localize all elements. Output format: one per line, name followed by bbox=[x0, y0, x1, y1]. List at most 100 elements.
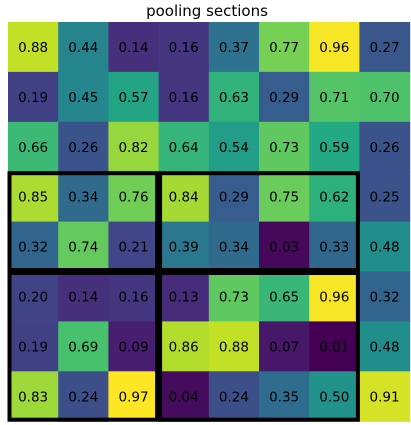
cell-value-r7-c6: 0.50 bbox=[319, 389, 349, 405]
heatmap-cell-r4-c3 bbox=[158, 221, 210, 273]
cell-value-r4-c4: 0.34 bbox=[219, 240, 249, 256]
heatmap-cell-r0-c5 bbox=[259, 22, 310, 73]
cell-value-r3-c0: 0.85 bbox=[18, 190, 48, 206]
heatmap-cell-r2-c2 bbox=[108, 121, 160, 173]
cell-value-r0-c3: 0.16 bbox=[169, 40, 199, 56]
heatmap-cell-r1-c1 bbox=[58, 71, 109, 123]
heatmap-cell-r7-c2 bbox=[108, 371, 160, 422]
heatmap-cell-r7-c5 bbox=[259, 371, 310, 422]
cell-value-r2-c6: 0.59 bbox=[319, 140, 349, 156]
cell-value-r2-c1: 0.26 bbox=[68, 140, 98, 156]
heatmap-cell-r2-c0 bbox=[8, 121, 59, 173]
heatmap-cell-r7-c4 bbox=[208, 371, 260, 422]
cell-value-r3-c3: 0.84 bbox=[169, 190, 199, 206]
heatmap-cell-r4-c0 bbox=[8, 221, 59, 273]
cell-value-r4-c6: 0.33 bbox=[319, 240, 349, 256]
heatmap-cell-r0-c4 bbox=[208, 22, 260, 73]
cell-value-r0-c6: 0.96 bbox=[319, 40, 349, 56]
pooling-section-2 bbox=[158, 171, 360, 272]
heatmap-cell-r7-c1 bbox=[58, 371, 109, 422]
heatmap-cell-r1-c2 bbox=[108, 71, 160, 123]
cell-value-r5-c7: 0.32 bbox=[369, 289, 399, 305]
heatmap-cell-r7-c0 bbox=[8, 371, 59, 422]
pooling-section-4 bbox=[158, 271, 360, 422]
pooling-section-3 bbox=[7, 271, 160, 422]
cell-value-r6-c6: 0.01 bbox=[319, 339, 349, 355]
cell-value-r3-c1: 0.34 bbox=[68, 190, 98, 206]
pooling-section-outlines bbox=[7, 171, 360, 422]
heatmap-cell-r3-c1 bbox=[58, 171, 109, 223]
heatmap-cell-r6-c4 bbox=[208, 321, 260, 372]
heatmap-cell-r5-c5 bbox=[259, 271, 310, 322]
cell-value-r0-c4: 0.37 bbox=[219, 40, 249, 56]
heatmap-cell-r3-c7 bbox=[359, 171, 411, 223]
cell-value-r1-c3: 0.16 bbox=[169, 90, 199, 106]
cell-value-r0-c7: 0.27 bbox=[369, 40, 399, 56]
cell-value-r6-c1: 0.69 bbox=[68, 339, 98, 355]
heatmap-cell-r2-c3 bbox=[158, 121, 210, 173]
heatmap-cell-r6-c7 bbox=[359, 321, 411, 372]
cell-value-r2-c2: 0.82 bbox=[118, 140, 148, 156]
cell-value-r6-c4: 0.88 bbox=[219, 339, 249, 355]
cell-value-r3-c6: 0.62 bbox=[319, 190, 349, 206]
cell-value-r1-c7: 0.70 bbox=[369, 90, 399, 106]
cell-value-r7-c7: 0.91 bbox=[369, 389, 399, 405]
heatmap-cell-r5-c4 bbox=[208, 271, 260, 322]
cell-value-r6-c5: 0.07 bbox=[269, 339, 299, 355]
cell-value-r7-c1: 0.24 bbox=[68, 389, 98, 405]
cell-value-r1-c6: 0.71 bbox=[319, 90, 349, 106]
heatmap-cell-r0-c0 bbox=[8, 22, 59, 73]
heatmap-cell-r7-c3 bbox=[158, 371, 210, 422]
heatmap-cell-r3-c5 bbox=[259, 171, 310, 223]
cell-value-r6-c3: 0.86 bbox=[169, 339, 199, 355]
heatmap-cell-r5-c0 bbox=[8, 271, 59, 322]
heatmap-cell-r2-c7 bbox=[359, 121, 411, 173]
heatmap-cell-r4-c4 bbox=[208, 221, 260, 273]
heatmap-cell-r1-c6 bbox=[309, 71, 360, 123]
cell-value-r0-c5: 0.77 bbox=[269, 40, 299, 56]
cell-value-r1-c2: 0.57 bbox=[118, 90, 148, 106]
heatmap-cell-r6-c6 bbox=[309, 321, 360, 372]
cell-value-r2-c0: 0.66 bbox=[18, 140, 48, 156]
cell-value-r2-c5: 0.73 bbox=[269, 140, 299, 156]
heatmap-cell-r1-c4 bbox=[208, 71, 260, 123]
heatmap-cell-r1-c5 bbox=[259, 71, 310, 123]
cell-value-r4-c3: 0.39 bbox=[169, 240, 199, 256]
cell-value-r7-c2: 0.97 bbox=[118, 389, 148, 405]
cell-value-r1-c1: 0.45 bbox=[68, 90, 98, 106]
heatmap-cell-r0-c6 bbox=[309, 22, 360, 73]
cell-value-r5-c4: 0.73 bbox=[219, 289, 249, 305]
cell-value-r5-c2: 0.16 bbox=[118, 289, 148, 305]
cell-value-r1-c5: 0.29 bbox=[269, 90, 299, 106]
cell-value-r3-c5: 0.75 bbox=[269, 190, 299, 206]
heatmap-cell-r4-c1 bbox=[58, 221, 109, 273]
cell-value-r7-c3: 0.04 bbox=[169, 389, 199, 405]
heatmap-cell-r0-c1 bbox=[58, 22, 109, 73]
cell-value-r2-c3: 0.64 bbox=[169, 140, 199, 156]
heatmap-cell-r4-c6 bbox=[309, 221, 360, 273]
heatmap-cell-r2-c5 bbox=[259, 121, 310, 173]
cell-value-r6-c2: 0.09 bbox=[118, 339, 148, 355]
heatmap-cell-r2-c4 bbox=[208, 121, 260, 173]
heatmap-cell-r6-c5 bbox=[259, 321, 310, 372]
heatmap-cell-r4-c5 bbox=[259, 221, 310, 273]
heatmap-cell-r5-c2 bbox=[108, 271, 160, 322]
cell-value-r5-c3: 0.13 bbox=[169, 289, 199, 305]
heatmap-cell-r4-c7 bbox=[359, 221, 411, 273]
heatmap-cell-r2-c6 bbox=[309, 121, 360, 173]
cell-value-r0-c2: 0.14 bbox=[118, 40, 148, 56]
cell-value-r6-c7: 0.48 bbox=[369, 339, 399, 355]
cell-value-r3-c4: 0.29 bbox=[219, 190, 249, 206]
heatmap-cell-r3-c4 bbox=[208, 171, 260, 223]
heatmap-cell-r7-c6 bbox=[309, 371, 360, 422]
cell-value-r5-c6: 0.96 bbox=[319, 289, 349, 305]
heatmap-cell-r1-c7 bbox=[359, 71, 411, 123]
heatmap-cell-r3-c6 bbox=[309, 171, 360, 223]
heatmap-grid: 0.88 0.44 0.14 0.16 0.37 0.77 0.96 0.27 0.19 0.45… bbox=[8, 22, 411, 422]
cell-value-r5-c5: 0.65 bbox=[269, 289, 299, 305]
heatmap-cell-r1-c0 bbox=[8, 71, 59, 123]
cell-value-r0-c1: 0.44 bbox=[68, 40, 98, 56]
heatmap-cell-r3-c2 bbox=[108, 171, 160, 223]
cell-value-r4-c1: 0.74 bbox=[68, 240, 98, 256]
